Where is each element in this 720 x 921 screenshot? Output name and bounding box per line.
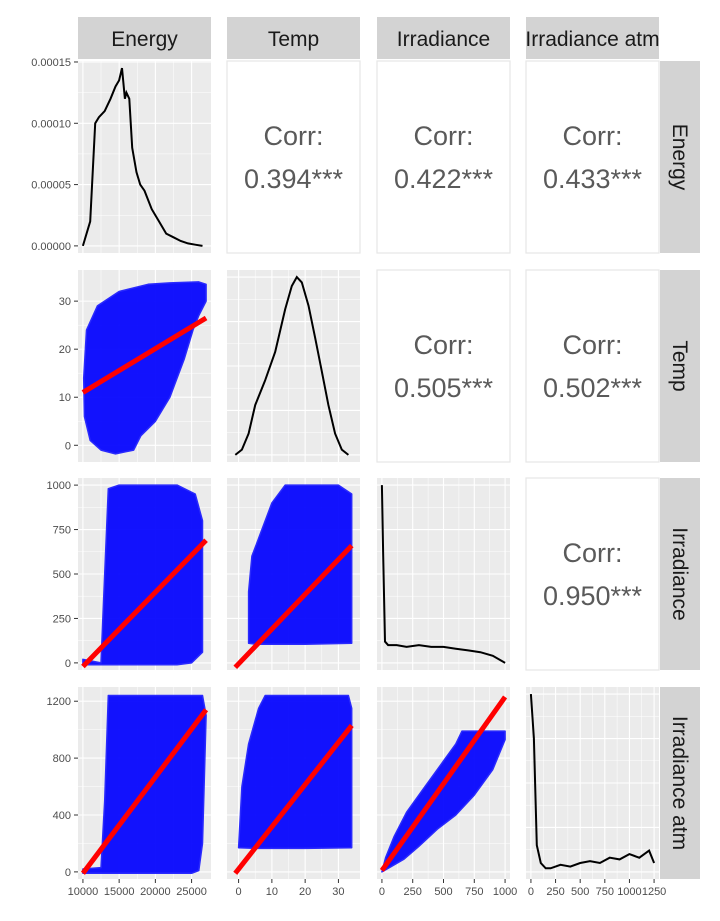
- x-tick-label: 500: [434, 886, 452, 898]
- y-tick-label: 0: [65, 658, 71, 670]
- x-tick-label: 1000: [617, 886, 641, 898]
- correlation-panel: [376, 269, 511, 463]
- density-panel: [78, 61, 211, 253]
- corr-label: Corr:: [563, 330, 623, 360]
- x-tick-label: 30: [332, 886, 344, 898]
- y-tick-label: 800: [53, 753, 71, 765]
- y-tick-label: 0.00000: [31, 241, 71, 253]
- column-strip-label: Irradiance atm: [525, 28, 659, 51]
- x-tick-label: 250: [404, 886, 422, 898]
- regression-line: [81, 315, 208, 395]
- corr-value: 0.394***: [244, 164, 344, 194]
- corr-value: 0.502***: [543, 373, 643, 403]
- corr-value: 0.950***: [543, 581, 643, 611]
- regression-line: [81, 538, 208, 669]
- x-tick-label: 15000: [104, 886, 135, 898]
- correlation-panel: [376, 60, 511, 254]
- x-tick-label: 500: [571, 886, 589, 898]
- row-strip: [660, 61, 700, 253]
- y-tick-label: 0.00005: [31, 180, 71, 192]
- column-strip: [78, 17, 211, 59]
- y-tick-label: 0.00010: [31, 118, 71, 130]
- column-strip: [377, 17, 510, 59]
- x-tick-label: 20000: [140, 886, 171, 898]
- density-curve: [529, 694, 656, 870]
- row-strip-label: Irradiance atm: [668, 716, 691, 850]
- correlation-panel: [525, 269, 660, 463]
- x-tick-label: 750: [465, 886, 483, 898]
- x-tick-label: 0: [236, 886, 242, 898]
- x-tick-label: 10000: [68, 886, 99, 898]
- x-tick-label: 0: [528, 886, 534, 898]
- x-tick-label: 750: [596, 886, 614, 898]
- panel-grid: [78, 61, 211, 253]
- y-tick-label: 0.00015: [31, 57, 71, 69]
- regression-line: [233, 723, 354, 875]
- y-tick-label: 10: [59, 392, 71, 404]
- row-strip-label: Temp: [668, 340, 691, 391]
- corr-value: 0.505***: [394, 373, 494, 403]
- corr-label: Corr:: [414, 121, 474, 151]
- column-strip: [227, 17, 360, 59]
- y-tick-label: 1200: [47, 696, 71, 708]
- y-tick-label: 500: [53, 569, 71, 581]
- corr-label: Corr:: [563, 538, 623, 568]
- y-tick-label: 0: [65, 867, 71, 879]
- corr-label: Corr:: [264, 121, 324, 151]
- y-tick-label: 400: [53, 810, 71, 822]
- scatter-points: [247, 484, 353, 645]
- y-tick-label: 250: [53, 613, 71, 625]
- x-tick-label: 0: [379, 886, 385, 898]
- row-strip: [660, 687, 700, 879]
- row-strip: [660, 478, 700, 670]
- density-curve: [81, 67, 203, 247]
- x-tick-label: 250: [546, 886, 564, 898]
- x-tick-label: 1000: [493, 886, 517, 898]
- column-strip-label: Temp: [268, 28, 319, 51]
- corr-value: 0.433***: [543, 164, 643, 194]
- row-strip: [660, 270, 700, 462]
- panel-grid: [227, 270, 360, 462]
- regression-line: [233, 543, 354, 670]
- corr-label: Corr:: [563, 121, 623, 151]
- y-tick-label: 0: [65, 440, 71, 452]
- scatter-points: [82, 281, 207, 455]
- y-tick-label: 20: [59, 344, 71, 356]
- density-curve: [380, 485, 506, 664]
- correlation-panel: [226, 60, 361, 254]
- correlation-panel: [525, 477, 660, 671]
- correlation-panel: [525, 60, 660, 254]
- row-strip-label: Energy: [668, 124, 691, 191]
- x-tick-label: 20: [299, 886, 311, 898]
- corr-value: 0.422***: [394, 164, 494, 194]
- x-tick-label: 25000: [176, 886, 207, 898]
- row-strip-label: Irradiance: [668, 527, 691, 620]
- scatter-points: [237, 694, 353, 850]
- regression-line: [80, 708, 209, 875]
- y-tick-label: 750: [53, 525, 71, 537]
- y-tick-label: 30: [59, 296, 71, 308]
- scatter-points: [381, 730, 506, 873]
- y-tick-label: 1000: [47, 480, 71, 492]
- corr-label: Corr:: [414, 330, 474, 360]
- column-strip-label: Irradiance: [397, 28, 490, 51]
- x-tick-label: 1250: [642, 886, 666, 898]
- column-strip-label: Energy: [111, 28, 178, 51]
- scatter-points: [82, 484, 204, 666]
- panel-grid: [526, 687, 659, 879]
- regression-line: [379, 695, 508, 872]
- column-strip: [526, 17, 659, 59]
- x-tick-label: 10: [266, 886, 278, 898]
- density-curve: [234, 275, 350, 456]
